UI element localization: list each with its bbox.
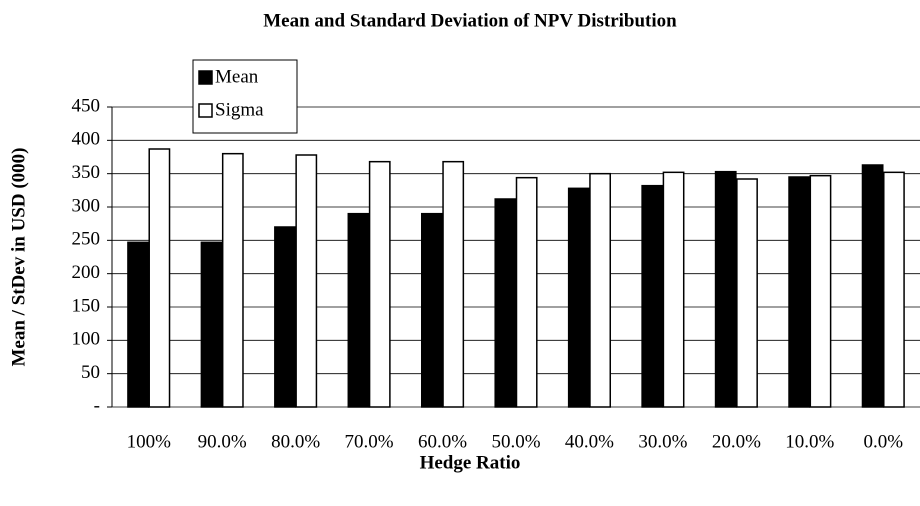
y-tick-label: 200 [72,262,101,283]
y-tick-label: - [94,395,100,416]
bar [641,184,664,408]
bar [515,176,538,408]
bar [368,160,391,408]
bar [861,164,884,408]
bar [148,148,171,408]
bar [221,152,244,408]
bar [295,154,318,408]
x-tick-label: 70.0% [345,431,394,452]
x-tick-label: 30.0% [638,431,687,452]
bar [274,226,296,408]
y-tick-label: 300 [72,195,101,216]
bar [662,171,685,408]
bar [589,172,612,408]
x-tick-label: 20.0% [712,431,761,452]
bar [420,212,443,408]
y-tick-label: 50 [81,362,100,383]
y-tick-label: 350 [72,162,101,183]
bar [788,176,811,408]
x-tick-label: 80.0% [271,431,320,452]
bar [736,178,758,408]
bar [494,198,517,408]
chart-title: Mean and Standard Deviation of NPV Distr… [263,10,677,31]
bar [809,174,832,408]
legend-label: Mean [215,66,259,87]
y-axis-title: Mean / StDev in USD (000) [8,147,29,366]
bar [200,241,223,408]
bar [567,187,590,408]
x-tick-label: 60.0% [418,431,467,452]
bar [347,212,370,408]
x-tick-label: 100% [127,431,172,452]
legend-swatch [198,70,213,85]
x-tick-label: 0.0% [863,431,903,452]
x-tick-label: 40.0% [565,431,614,452]
y-tick-label: 100 [72,329,101,350]
x-tick-label: 10.0% [785,431,834,452]
y-tick-label: 150 [72,295,101,316]
bar [714,170,737,408]
bar [127,241,149,408]
y-tick-label: 450 [72,95,101,116]
x-tick-label: 50.0% [491,431,540,452]
y-tick-label: 400 [72,129,101,150]
y-tick-label: 250 [72,229,101,250]
x-axis-title: Hedge Ratio [420,452,521,473]
bar [442,160,465,408]
legend-label: Sigma [215,99,264,120]
legend-swatch [198,103,213,118]
x-tick-label: 90.0% [198,431,247,452]
bar [883,171,905,408]
